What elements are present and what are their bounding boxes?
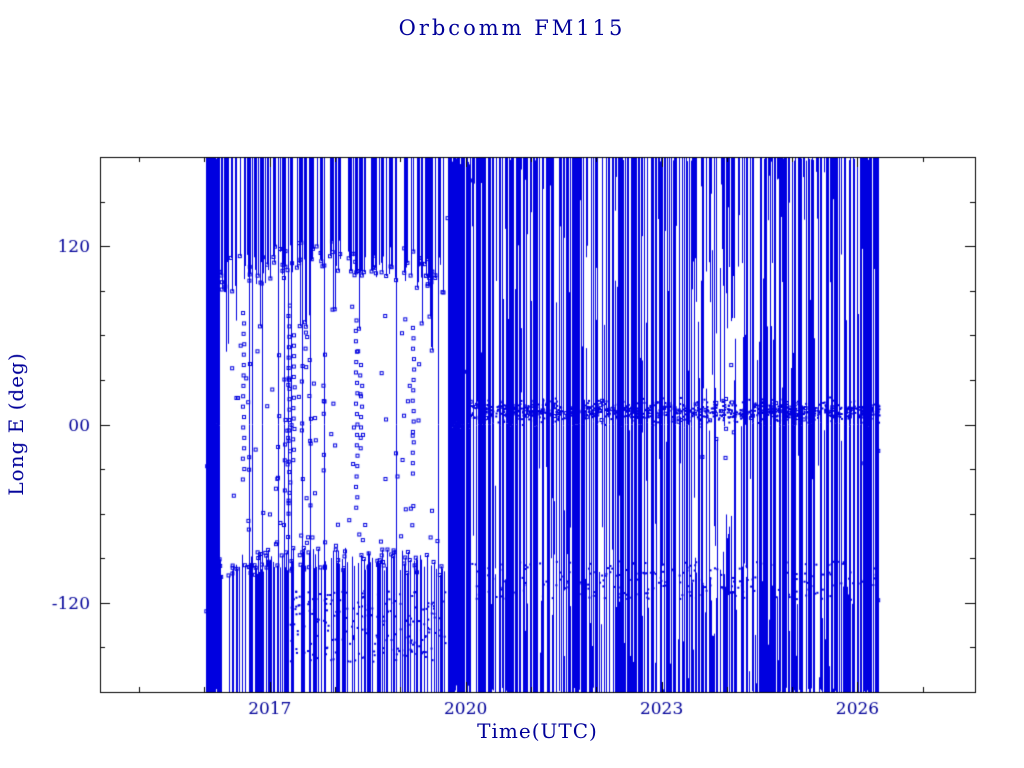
y-axis-label: Long E (deg) bbox=[4, 352, 28, 496]
chart-title: Orbcomm FM115 bbox=[398, 16, 626, 40]
x-axis-label: Time(UTC) bbox=[477, 719, 598, 743]
